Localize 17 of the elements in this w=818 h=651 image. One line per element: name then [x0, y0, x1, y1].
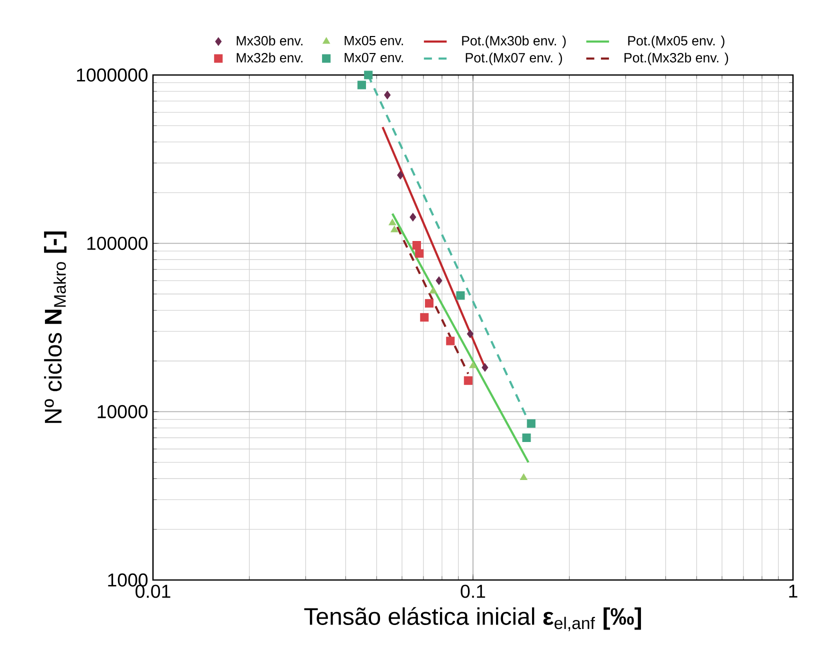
- legend-label: Mx07 env.: [344, 52, 403, 62]
- legend-label: Pot.(Mx32b env. ): [624, 52, 728, 66]
- legend-label: Mx05 env.: [344, 36, 403, 46]
- legend-label: Pot.(Mx05 env. ): [628, 36, 724, 48]
- legend-label: Pot.(Mx30b env. ): [462, 36, 566, 48]
- x-tick-label: 1: [789, 584, 798, 598]
- y-tick-label: 100000: [87, 236, 148, 250]
- y-tick-label: 1000: [108, 573, 148, 587]
- y-tick-label: 1000000: [77, 68, 148, 82]
- legend-label: Mx32b env.: [236, 52, 302, 62]
- legend-label: Pot.(Mx07 env. ): [466, 52, 562, 66]
- x-tick-label: 0.01: [136, 584, 170, 598]
- y-axis-title: Nº ciclos N$_{Makro}$ [-]: [44, 231, 66, 423]
- y-tick-label: 10000: [98, 405, 148, 418]
- legend-label: Mx30b env.: [236, 36, 302, 46]
- x-axis-title: Tensão elástica inicial ε$_{el,anf}$ [‰]: [304, 607, 641, 632]
- x-tick-label: 0.1: [460, 584, 486, 598]
